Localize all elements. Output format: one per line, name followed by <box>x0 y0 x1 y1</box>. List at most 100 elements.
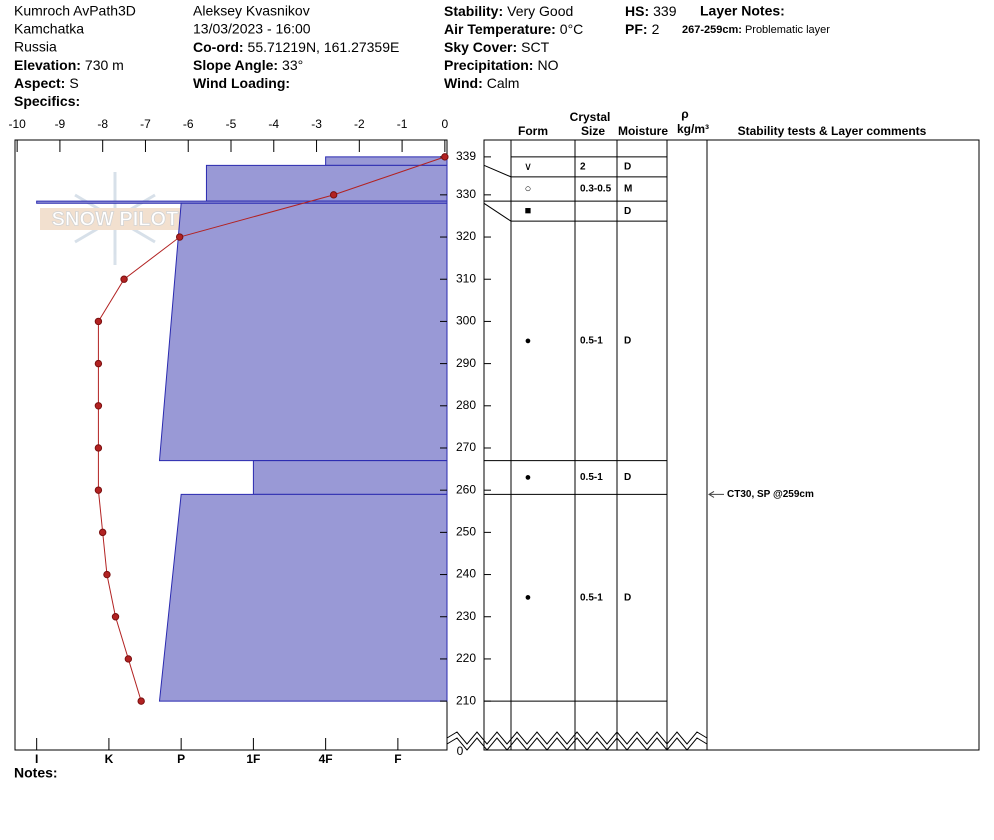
layer-notes-title: Layer Notes: <box>700 3 785 19</box>
hardness-tick-label: 4F <box>319 752 333 766</box>
temperature-point <box>94 486 103 494</box>
field-label: PF: <box>625 21 648 37</box>
height-tick-label: 270 <box>456 440 476 454</box>
field-value: S <box>69 75 78 91</box>
temp-tick-label: 0 <box>442 117 449 131</box>
hardness-bar <box>158 493 448 702</box>
height-tick-label: 240 <box>456 567 476 581</box>
temperature-point <box>137 697 145 705</box>
field-label: Wind: <box>444 75 483 91</box>
height-break-label: 0 <box>457 744 464 758</box>
temp-tick-label: -1 <box>397 117 408 131</box>
moisture: D <box>624 336 631 347</box>
grain-size: 0.5-1 <box>580 472 603 483</box>
temp-tick-label: -10 <box>8 117 26 131</box>
temp-tick-label: -7 <box>140 117 151 131</box>
temperature-point <box>103 570 111 579</box>
temp-tick-label: -4 <box>268 117 279 131</box>
test-arrow <box>708 490 724 498</box>
hardness-tick-label: I <box>35 752 38 766</box>
note-value: Problematic layer <box>745 24 830 36</box>
temp-tick-label: -9 <box>55 117 66 131</box>
height-tick-label: 330 <box>456 187 476 201</box>
temp-tick-label: -2 <box>354 117 365 131</box>
field-label: Elevation: <box>14 57 81 73</box>
header-field: Co-ord: 55.71219N, 161.27359E <box>193 39 399 55</box>
temperature-line <box>97 156 446 702</box>
notes-label: Notes: <box>14 765 58 781</box>
field-label: Air Temperature: <box>444 21 556 37</box>
header-field: Aspect: S <box>14 75 79 91</box>
moisture: D <box>624 162 631 173</box>
header-field: PF: 2 <box>625 21 660 37</box>
grain-size: 0.5-1 <box>580 336 603 347</box>
temp-tick-label: -8 <box>97 117 108 131</box>
watermark-text: SNOW PILOT <box>52 208 179 230</box>
field-label: Specifics: <box>14 93 80 109</box>
field-value: 730 m <box>85 57 124 73</box>
field-value: SCT <box>521 39 549 55</box>
field-label: Slope Angle: <box>193 57 278 73</box>
header-field: Specifics: <box>14 93 80 109</box>
temperature-point <box>94 402 103 410</box>
col-header: Moisture <box>618 124 668 138</box>
row-connector <box>483 202 512 222</box>
header-field: Precipitation: NO <box>444 57 559 73</box>
temp-tick-label: -5 <box>226 117 237 131</box>
field-value: Calm <box>487 75 520 91</box>
moisture: D <box>624 592 631 603</box>
header-field: Slope Angle: 33° <box>193 57 303 73</box>
field-label: Precipitation: <box>444 57 533 73</box>
hardness-bar <box>205 164 448 202</box>
temperature-point <box>175 233 184 241</box>
axis-break <box>446 731 708 751</box>
height-tick-label: 310 <box>456 271 476 285</box>
field-label: Co-ord: <box>193 39 244 55</box>
col-header: Stability tests & Layer comments <box>738 124 927 138</box>
hardness-bar <box>252 460 448 495</box>
grain-form: ● <box>525 335 532 347</box>
grain-size: 0.5-1 <box>580 592 603 603</box>
field-label: Sky Cover: <box>444 39 517 55</box>
col-header: ρ <box>681 107 688 121</box>
height-tick-label: 320 <box>456 229 476 243</box>
hardness-tick-label: K <box>105 752 114 766</box>
hardness-tick-label: 1F <box>246 752 260 766</box>
col-header: Form <box>518 124 548 138</box>
table-frame <box>483 139 980 751</box>
height-tick-label: 339 <box>456 149 476 163</box>
grain-size: 0.3-0.5 <box>580 184 612 195</box>
temperature-point <box>111 613 120 621</box>
watermark: SNOW PILOT <box>40 172 190 265</box>
header-field: Aleksey Kvasnikov <box>193 3 310 19</box>
temperature-point <box>124 655 133 663</box>
field-value: NO <box>537 57 558 73</box>
header-field: Wind Loading: <box>193 75 290 91</box>
grain-form: ■ <box>525 205 532 217</box>
height-tick-label: 280 <box>456 398 476 412</box>
header-field: Wind: Calm <box>444 75 519 91</box>
field-value: 55.71219N, 161.27359E <box>248 39 400 55</box>
col-header: kg/m³ <box>677 122 709 136</box>
field-value: Very Good <box>507 3 573 19</box>
field-value: 2 <box>652 21 660 37</box>
hardness-tick-label: P <box>177 752 185 766</box>
row-connector <box>483 164 512 178</box>
col-header: Crystal <box>570 110 611 124</box>
temperature-point <box>94 317 103 326</box>
header-field: 13/03/2023 - 16:00 <box>193 21 311 37</box>
temperature-point <box>94 444 103 452</box>
height-tick-label: 300 <box>456 314 476 328</box>
grain-form: ○ <box>525 183 532 195</box>
header-field: Stability: Very Good <box>444 3 573 19</box>
temperature-point <box>98 528 107 537</box>
hardness-bar <box>158 202 448 462</box>
height-tick-label: 290 <box>456 356 476 370</box>
field-label: Aspect: <box>14 75 65 91</box>
height-tick-label: 220 <box>456 651 476 665</box>
height-tick-label: 250 <box>456 525 476 539</box>
header-field: Elevation: 730 m <box>14 57 124 73</box>
hardness-bar <box>325 156 448 166</box>
grain-form: ● <box>525 592 532 604</box>
